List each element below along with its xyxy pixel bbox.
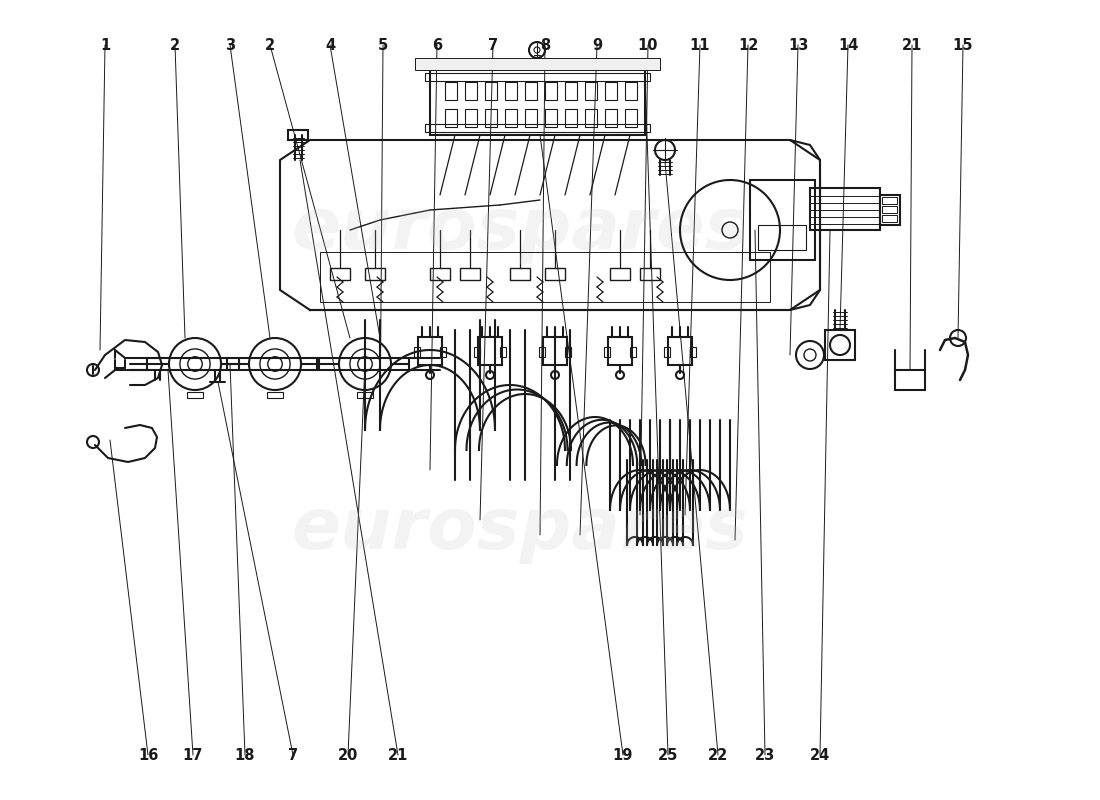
Bar	[882, 206, 896, 213]
Bar	[544, 82, 557, 100]
Bar	[690, 347, 696, 357]
Text: 19: 19	[613, 747, 634, 762]
Bar	[668, 337, 692, 365]
Bar	[543, 337, 566, 365]
Bar	[565, 109, 578, 127]
Bar	[882, 197, 896, 204]
Bar	[544, 109, 557, 127]
Bar	[446, 109, 456, 127]
Text: 11: 11	[690, 38, 711, 53]
Bar	[750, 180, 815, 260]
Bar	[565, 347, 571, 357]
Bar	[430, 268, 450, 280]
Bar	[288, 130, 308, 140]
Bar	[365, 268, 385, 280]
Bar	[415, 58, 660, 70]
Bar	[320, 252, 770, 302]
Bar	[565, 82, 578, 100]
Text: 24: 24	[810, 747, 830, 762]
Bar	[358, 392, 373, 398]
Bar	[187, 392, 204, 398]
Bar	[810, 188, 880, 230]
Text: 25: 25	[658, 747, 679, 762]
Bar	[430, 70, 645, 135]
Bar	[895, 370, 925, 390]
Text: 8: 8	[540, 38, 550, 53]
Text: 1: 1	[100, 38, 110, 53]
Bar	[664, 347, 670, 357]
Bar	[505, 82, 517, 100]
Bar	[544, 268, 565, 280]
Text: 16: 16	[138, 747, 158, 762]
Text: 21: 21	[902, 38, 922, 53]
Text: 14: 14	[838, 38, 858, 53]
Bar	[825, 330, 855, 360]
Bar	[414, 347, 420, 357]
Bar	[605, 82, 617, 100]
Bar	[605, 109, 617, 127]
Text: 22: 22	[708, 747, 728, 762]
Text: 7: 7	[488, 38, 498, 53]
Bar	[880, 195, 900, 225]
Text: 9: 9	[592, 38, 602, 53]
Bar	[267, 392, 283, 398]
Text: 10: 10	[638, 38, 658, 53]
Bar	[465, 82, 477, 100]
Bar	[460, 268, 480, 280]
Text: 5: 5	[378, 38, 388, 53]
Bar	[330, 268, 350, 280]
Text: 23: 23	[755, 747, 775, 762]
Bar	[485, 109, 497, 127]
Text: 6: 6	[432, 38, 442, 53]
Text: 15: 15	[953, 38, 974, 53]
Bar	[478, 337, 502, 365]
Text: 17: 17	[183, 747, 204, 762]
Bar	[465, 109, 477, 127]
Bar	[758, 225, 806, 250]
Bar	[585, 82, 597, 100]
Bar	[625, 82, 637, 100]
Bar	[882, 215, 896, 222]
Text: 18: 18	[234, 747, 255, 762]
Bar	[425, 73, 650, 81]
Text: 3: 3	[224, 38, 235, 53]
Bar	[425, 124, 650, 132]
Bar	[485, 82, 497, 100]
Bar	[585, 109, 597, 127]
Bar	[500, 347, 506, 357]
Bar	[525, 109, 537, 127]
Bar	[608, 337, 632, 365]
Bar	[525, 82, 537, 100]
Text: eurospares: eurospares	[292, 195, 748, 265]
Bar	[640, 268, 660, 280]
Bar	[474, 347, 480, 357]
Text: eurospares: eurospares	[292, 495, 748, 565]
Bar	[446, 82, 456, 100]
Bar	[505, 109, 517, 127]
Text: 12: 12	[738, 38, 758, 53]
Bar	[440, 347, 446, 357]
Text: 13: 13	[788, 38, 808, 53]
Text: 2: 2	[169, 38, 180, 53]
Text: 7: 7	[288, 747, 298, 762]
Text: 20: 20	[338, 747, 359, 762]
Text: 21: 21	[388, 747, 408, 762]
Bar	[625, 109, 637, 127]
Bar	[630, 347, 636, 357]
Bar	[418, 337, 442, 365]
Text: 2: 2	[265, 38, 275, 53]
Bar	[539, 347, 544, 357]
Bar	[604, 347, 611, 357]
Bar	[610, 268, 630, 280]
Text: 4: 4	[324, 38, 336, 53]
Bar	[510, 268, 530, 280]
